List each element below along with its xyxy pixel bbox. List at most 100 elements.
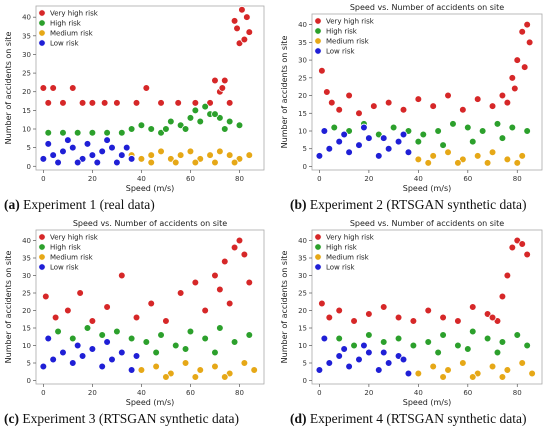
scatter-chart-d: Speed vs. Number of accidents on site 0 20… (280, 219, 543, 407)
y-tick-label: 5 (303, 145, 307, 153)
data-point (191, 278, 200, 287)
data-point (315, 152, 324, 160)
legend-marker (38, 253, 46, 261)
y-tick-label: 35 (298, 39, 307, 47)
data-point (523, 127, 531, 135)
data-point (191, 106, 200, 115)
data-point (464, 345, 472, 353)
data-point (459, 105, 467, 114)
data-point (76, 289, 84, 297)
data-point (132, 99, 141, 107)
legend-marker (38, 243, 46, 251)
data-point (424, 338, 433, 346)
data-point (147, 158, 156, 167)
data-point (137, 155, 146, 163)
data-point (414, 369, 423, 378)
data-point (181, 125, 190, 133)
y-tick-label: 5 (303, 360, 307, 368)
data-point (493, 348, 502, 357)
x-axis-label: Speed (m/s) (403, 398, 452, 407)
data-point (498, 373, 507, 381)
data-point (240, 250, 249, 259)
x-axis-label: Speed (m/s) (126, 184, 175, 193)
caption-c-tag: (c) (4, 411, 19, 426)
y-axis-label: Number of accidents on site (4, 251, 13, 364)
y-tick-label: 35 (22, 32, 31, 40)
data-point (345, 148, 353, 157)
x-tick-label: 0 (317, 175, 321, 183)
data-point (513, 159, 522, 167)
data-point (318, 299, 326, 308)
data-point (191, 373, 200, 381)
data-point (399, 130, 408, 139)
data-point (245, 278, 254, 287)
data-point (68, 359, 77, 367)
data-point (335, 306, 344, 315)
data-point (365, 331, 373, 339)
data-point (103, 303, 111, 311)
data-point (157, 147, 165, 156)
data-point (355, 141, 363, 149)
data-point (211, 158, 219, 167)
y-tick-label: 40 (298, 237, 307, 245)
data-point (64, 306, 72, 315)
x-tick-label: 20 (88, 389, 97, 397)
data-point (206, 151, 214, 159)
data-point (245, 28, 254, 36)
y-tick-label: 25 (298, 290, 307, 298)
data-point (335, 334, 344, 343)
data-point (88, 317, 97, 325)
y-tick-label: 5 (27, 144, 31, 152)
caption-b-tag: (b) (290, 197, 307, 212)
data-point (225, 99, 234, 107)
data-point (103, 338, 111, 346)
data-point (211, 362, 219, 371)
legend-label: Medium risk (50, 30, 94, 38)
y-tick-label: 30 (22, 51, 31, 59)
chart-title: Speed vs. Number of accidents on site (350, 219, 504, 228)
data-point (220, 257, 229, 266)
data-point (245, 331, 254, 339)
y-tick-label: 15 (298, 325, 307, 333)
data-point (323, 88, 331, 96)
data-point (233, 24, 241, 33)
legend-label: Low risk (50, 40, 79, 48)
data-point (414, 155, 423, 164)
data-point (39, 84, 48, 92)
data-point (498, 292, 507, 301)
data-point (409, 317, 418, 325)
data-point (498, 338, 507, 346)
x-tick-label: 60 (463, 389, 472, 397)
legend-marker (314, 243, 322, 251)
legend-marker (38, 29, 46, 37)
x-tick-label: 40 (137, 389, 146, 397)
data-point (503, 98, 512, 107)
y-tick-label: 10 (22, 126, 31, 134)
y-tick-label: 20 (22, 88, 31, 96)
caption-a-text: Experiment 1 (real data) (23, 197, 155, 212)
data-point (414, 95, 423, 103)
data-point (449, 120, 457, 128)
x-tick-label: 0 (317, 389, 321, 397)
chart-panel-d: Speed vs. Number of accidents on site 0 20… (276, 216, 550, 410)
data-point (399, 355, 408, 364)
data-point (513, 331, 522, 339)
data-point (379, 303, 388, 311)
data-point (127, 366, 136, 374)
data-point (49, 84, 57, 92)
legend-label: Very high risk (326, 234, 375, 242)
data-point (103, 128, 111, 137)
legend-marker (314, 37, 322, 45)
data-point (220, 76, 229, 85)
data-point (434, 348, 442, 357)
data-point (186, 147, 195, 156)
y-tick-label: 35 (22, 255, 31, 263)
data-point (345, 91, 353, 100)
x-tick-label: 20 (88, 175, 97, 183)
data-point (152, 348, 160, 357)
data-point (39, 155, 48, 163)
data-point (103, 136, 111, 144)
data-point (379, 338, 388, 346)
x-tick-label: 40 (414, 389, 423, 397)
caption-b: (b) Experiment 2 (RTSGAN synthetic data) (290, 197, 527, 213)
